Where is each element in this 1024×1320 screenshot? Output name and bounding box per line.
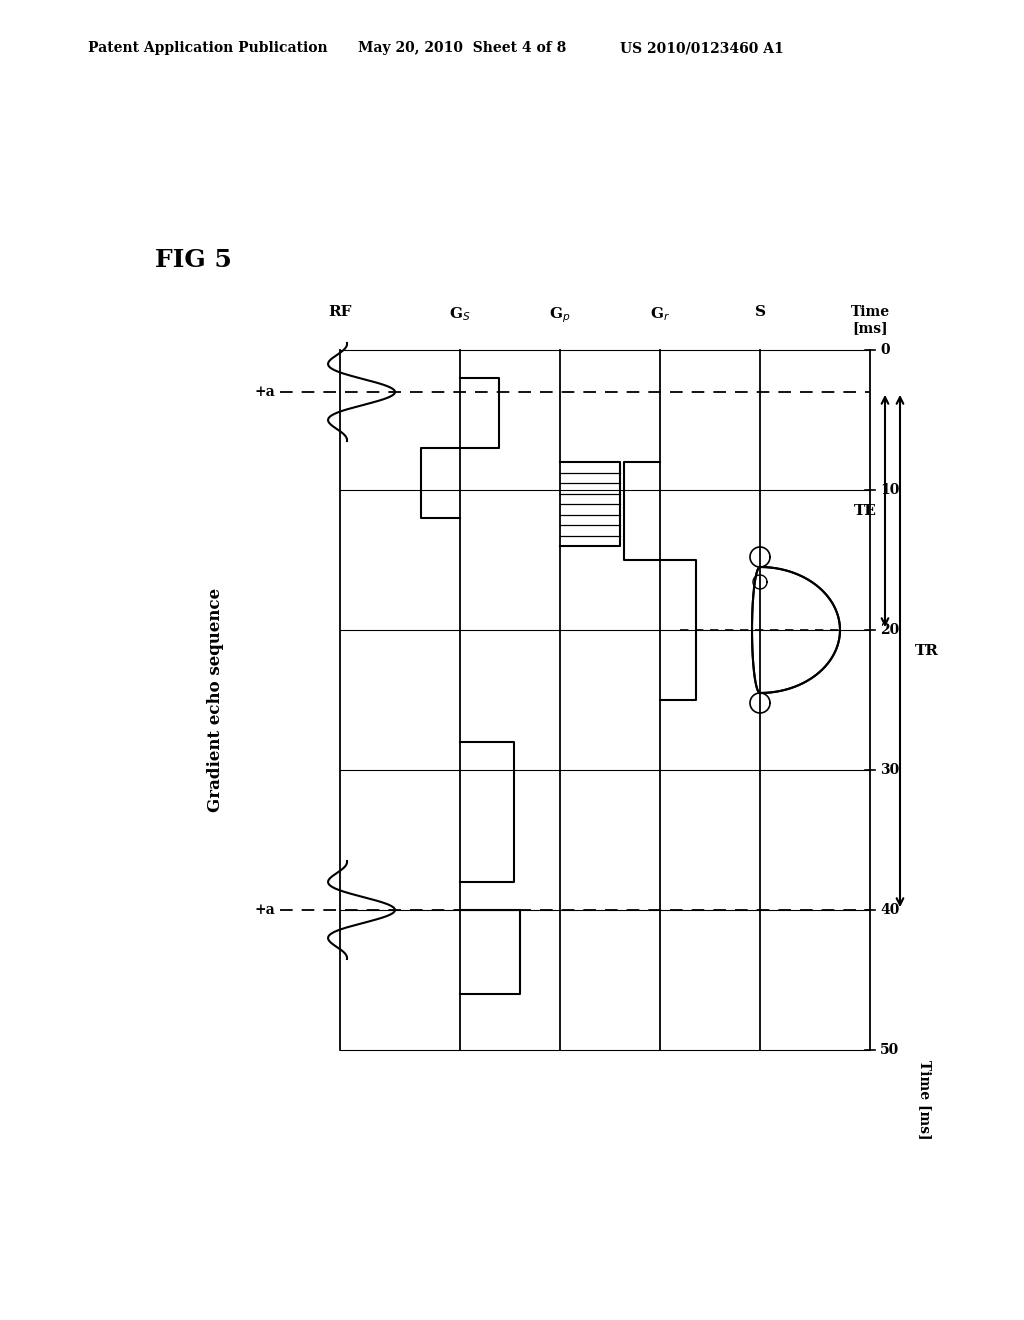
Text: 20: 20 (880, 623, 899, 638)
Text: Patent Application Publication: Patent Application Publication (88, 41, 328, 55)
Text: G$_r$: G$_r$ (650, 305, 670, 322)
Text: May 20, 2010  Sheet 4 of 8: May 20, 2010 Sheet 4 of 8 (358, 41, 566, 55)
Text: US 2010/0123460 A1: US 2010/0123460 A1 (620, 41, 783, 55)
Text: 10: 10 (880, 483, 899, 498)
Text: G$_S$: G$_S$ (450, 305, 471, 322)
Text: S: S (755, 305, 766, 319)
Text: TE: TE (854, 504, 877, 517)
Text: 30: 30 (880, 763, 899, 777)
Text: +a: +a (254, 903, 275, 917)
Text: 0: 0 (880, 343, 890, 356)
Text: Time
[ms]: Time [ms] (851, 305, 890, 335)
Text: Time [ms]: Time [ms] (918, 1060, 932, 1139)
Text: Gradient echo sequence: Gradient echo sequence (207, 587, 223, 812)
Text: FIG 5: FIG 5 (155, 248, 231, 272)
Text: 50: 50 (880, 1043, 899, 1057)
Text: G$_p$: G$_p$ (549, 305, 570, 325)
Text: RF: RF (329, 305, 352, 319)
Text: TR: TR (915, 644, 939, 657)
Text: +a: +a (254, 385, 275, 399)
Text: 40: 40 (880, 903, 899, 917)
